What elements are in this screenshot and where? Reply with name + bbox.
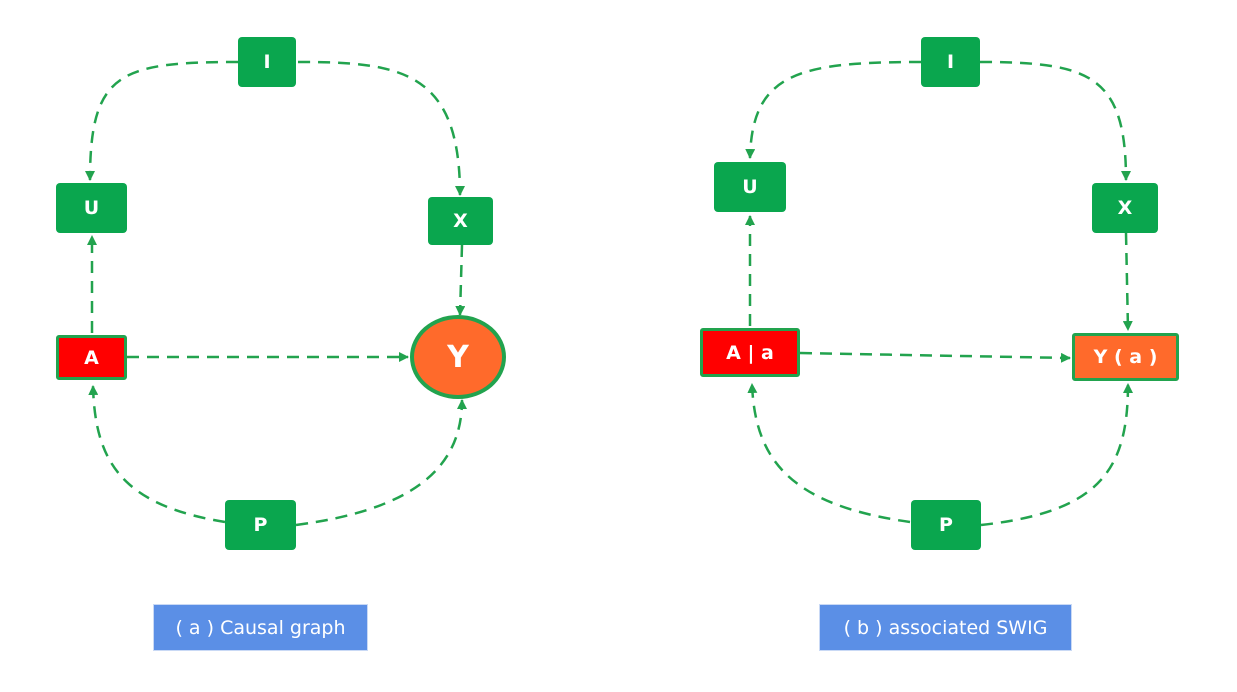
edge-x-y-left: [455, 244, 466, 316]
node-a-left: A: [56, 335, 127, 380]
node-y-left: Y: [410, 315, 506, 399]
node-u-right: U: [714, 162, 786, 212]
node-x-right: X: [1092, 183, 1158, 233]
node-i-left: I: [238, 37, 296, 87]
node-y-right: Y ( a ): [1072, 333, 1179, 381]
edge-p-a-right: [747, 383, 911, 524]
node-a-right: A | a: [700, 328, 800, 377]
node-u-left: U: [56, 183, 127, 233]
node-p-left: P: [225, 500, 296, 550]
edge-p-y-right: [980, 383, 1133, 527]
edge-i-u-right: [745, 60, 922, 159]
edge-a-y-right: [799, 351, 1071, 363]
edge-i-x-right: [979, 60, 1131, 181]
edge-i-u-left: [85, 60, 239, 181]
node-i-right: I: [921, 37, 980, 87]
node-x-left: X: [428, 197, 493, 245]
edge-x-y-right: [1122, 232, 1133, 331]
caption-right: ( b ) associated SWIG: [819, 604, 1072, 651]
edge-p-a-left: [88, 385, 226, 524]
caption-left: ( a ) Causal graph: [153, 604, 368, 651]
node-p-right: P: [911, 500, 981, 550]
edge-i-x-left: [297, 60, 465, 196]
edge-p-y-left: [295, 399, 467, 527]
